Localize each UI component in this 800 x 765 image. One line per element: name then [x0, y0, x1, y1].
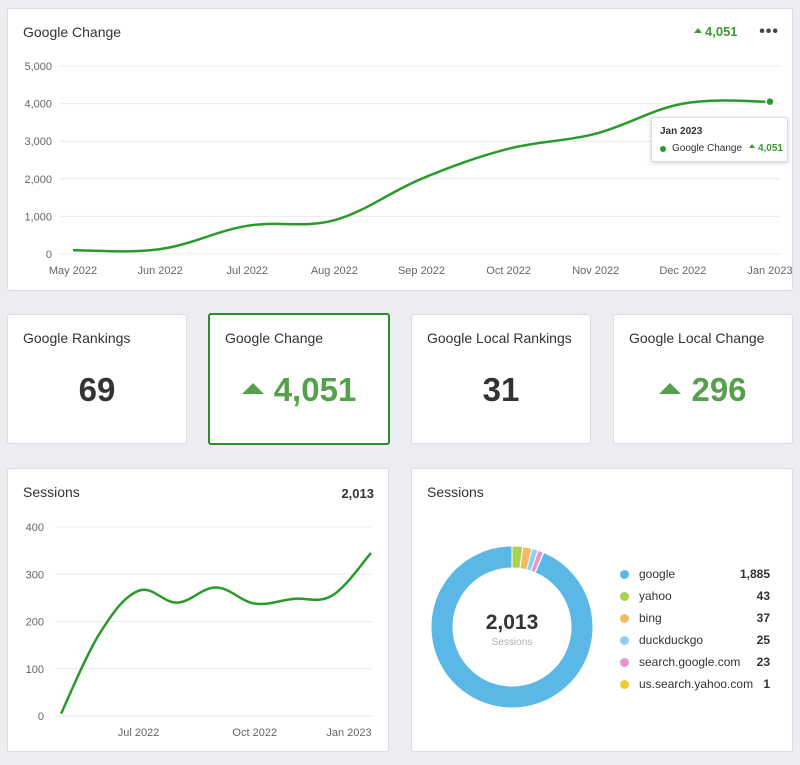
donut-slice [430, 545, 594, 709]
x-tick-label: Jun 2022 [137, 265, 182, 277]
stat-value: 31 [482, 371, 520, 408]
header-change-number: 4,051 [705, 24, 738, 39]
stat-title: Google Rankings [23, 330, 131, 346]
x-tick-label: Jan 2023 [747, 265, 792, 277]
legend-dot [620, 636, 629, 645]
x-tick-label: Dec 2022 [659, 265, 706, 277]
legend-label: google [639, 567, 676, 581]
arrow-up-icon [241, 382, 264, 394]
stat-number: 296 [691, 371, 747, 408]
y-tick-label: 5,000 [24, 61, 52, 73]
legend-dot [620, 570, 629, 579]
legend-dot [620, 614, 629, 623]
x-tick-label: Aug 2022 [311, 265, 358, 277]
stat-value: 4,051 [210, 371, 388, 409]
x-tick-label: Oct 2022 [232, 727, 277, 739]
donut-slice [534, 551, 545, 574]
stat-title: Google Local Rankings [427, 330, 572, 346]
y-tick-label: 0 [38, 711, 44, 723]
legend-value: 1,885 [739, 567, 770, 581]
stat-title: Google Local Change [629, 330, 765, 346]
x-tick-label: May 2022 [49, 265, 97, 277]
sessions-line-chart: 0 100 200 300 400 Jul 2022 Oct 2022 Jan 2023 [26, 522, 372, 739]
stat-card-google-local-change[interactable]: Google Local Change 296 [613, 314, 793, 444]
arrow-up-icon [659, 382, 682, 394]
legend-value: 23 [756, 655, 770, 669]
legend-value: 25 [756, 633, 770, 647]
legend-label: bing [639, 611, 662, 625]
tooltip-value: 4,051 [748, 143, 783, 154]
legend-item[interactable]: bing 37 [620, 609, 770, 631]
legend-value: 37 [756, 611, 770, 625]
y-tick-label: 2,000 [24, 174, 52, 186]
y-tick-label: 3,000 [24, 136, 52, 148]
legend-label: yahoo [639, 589, 672, 603]
sessions-donut-chart: 2,013 Sessions [430, 545, 594, 709]
chart-tooltip: Jan 2023 Google Change 4,051 [651, 117, 788, 162]
arrow-up-icon [694, 28, 702, 34]
legend-label: search.google.com [639, 655, 741, 669]
legend-value: 43 [756, 589, 770, 603]
legend-item[interactable]: search.google.com 23 [620, 653, 770, 675]
tooltip-title: Jan 2023 [660, 126, 703, 137]
legend-label: duckduckgo [639, 633, 704, 647]
x-tick-label: Nov 2022 [572, 265, 619, 277]
y-tick-label: 200 [26, 617, 44, 629]
sessions-donut-card: Sessions 2,013 Sessions google 1,885 yaho… [411, 468, 793, 752]
card-title: Sessions [23, 484, 80, 500]
x-tick-label: Jan 2023 [326, 727, 371, 739]
donut-center-label: Sessions [492, 637, 533, 648]
legend-dot [620, 592, 629, 601]
x-tick-label: Sep 2022 [398, 265, 445, 277]
tooltip-value-number: 4,051 [757, 143, 783, 154]
stat-card-google-rankings[interactable]: Google Rankings 69 [7, 314, 187, 444]
arrow-up-icon [748, 144, 755, 149]
y-tick-label: 100 [26, 664, 44, 676]
stat-card-google-local-rankings[interactable]: Google Local Rankings 31 [411, 314, 591, 444]
tooltip-series-label: Google Change [672, 143, 743, 154]
stat-title: Google Change [225, 330, 324, 346]
donut-center-value: 2,013 [486, 611, 539, 634]
header-sessions-value: 2,013 [341, 486, 374, 501]
x-tick-label: Jul 2022 [226, 265, 268, 277]
legend-item[interactable]: duckduckgo 25 [620, 631, 770, 653]
y-tick-label: 4,000 [24, 99, 52, 111]
legend-item[interactable]: yahoo 43 [620, 587, 770, 609]
legend-item[interactable]: google 1,885 [620, 565, 770, 587]
stat-card-google-change[interactable]: Google Change 4,051 [208, 313, 390, 445]
stat-value: 69 [78, 371, 116, 408]
y-tick-label: 300 [26, 569, 44, 581]
legend-label: us.search.yahoo.com [639, 677, 754, 691]
y-tick-label: 0 [46, 249, 52, 261]
legend-item[interactable]: us.search.yahoo.com 1 [620, 675, 770, 697]
x-tick-label: Oct 2022 [486, 265, 531, 277]
card-title: Sessions [427, 484, 484, 500]
legend-dot [620, 680, 629, 689]
more-options-icon[interactable]: ••• [759, 23, 779, 40]
legend-value: 1 [763, 677, 770, 691]
series-line [72, 99, 771, 253]
y-tick-label: 400 [26, 522, 44, 534]
stat-number: 4,051 [273, 371, 357, 408]
google-change-line-chart: 0 1,000 2,000 3,000 4,000 5,000 May 2022 Jun 20… [24, 61, 792, 277]
header-change-value: 4,051 [694, 24, 738, 39]
y-tick-label: 1,000 [24, 211, 52, 223]
card-title: Google Change [23, 24, 122, 40]
x-tick-label: Jul 2022 [118, 727, 160, 739]
legend-dot [620, 658, 629, 667]
stat-value: 296 [614, 371, 792, 409]
data-point-highlight [765, 96, 775, 107]
series-line [59, 552, 372, 715]
tooltip-series-dot [660, 146, 666, 152]
sessions-line-card: Sessions 2,013 [7, 468, 389, 752]
